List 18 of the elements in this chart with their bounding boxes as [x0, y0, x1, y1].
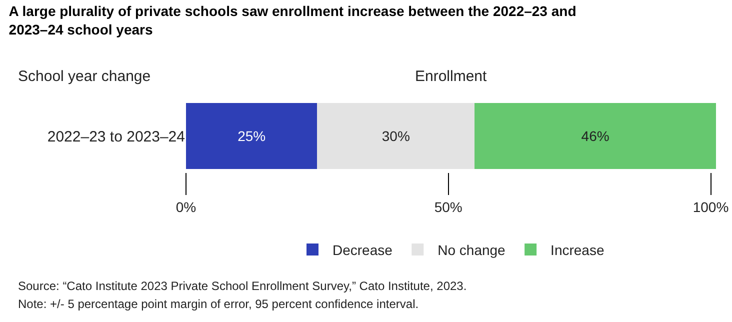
x-axis-title: Enrollment: [415, 68, 488, 85]
legend-label: Decrease: [332, 242, 393, 258]
x-tick-label: 100%: [692, 198, 729, 215]
source-note: Source: “Cato Institute 2023 Private School Enrollment Survey,” Cato Institute, 2023.: [18, 279, 467, 293]
chart-title: A large plurality of private schools saw enrollment increase between the 2022–23 and 2023–24 school years: [8, 3, 576, 38]
bar: [186, 102, 318, 170]
x-tick-label: 50%: [434, 198, 462, 215]
legend-label: Increase: [550, 242, 604, 258]
legend-label: No change: [438, 242, 506, 258]
y-axis-title: School year change: [18, 68, 151, 85]
y-tick-label: 2022–23 to 2023–24: [47, 128, 185, 146]
x-tick-label: 0%: [176, 198, 196, 215]
data-label: 25%: [238, 128, 266, 144]
data-label: 46%: [581, 128, 610, 144]
text: Note: +/- 5 percentage point margin of error, 95 percent confidence interval.: [18, 297, 419, 311]
bar: [474, 102, 716, 170]
data-label: 30%: [382, 128, 410, 144]
bar: [317, 102, 475, 170]
